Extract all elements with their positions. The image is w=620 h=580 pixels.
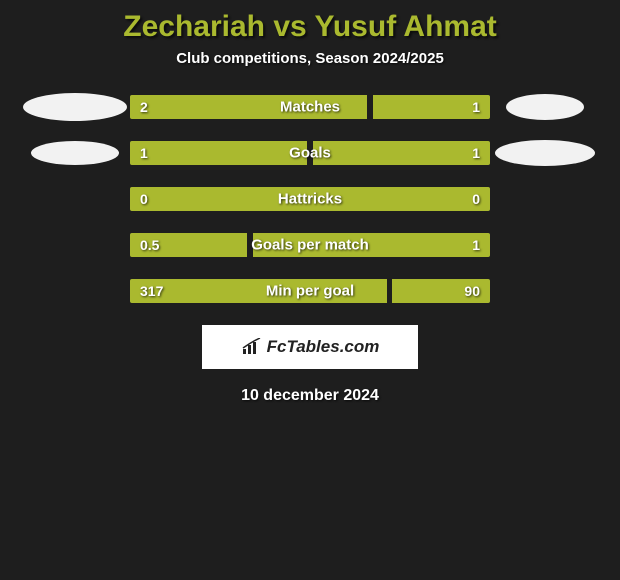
right-value: 0 — [472, 191, 480, 207]
date-text: 10 december 2024 — [0, 387, 620, 405]
right-value: 1 — [472, 99, 480, 115]
player1-name: Zechariah — [123, 10, 265, 43]
stat-bar: Goals 1 1 — [130, 141, 490, 165]
left-value: 317 — [140, 283, 163, 299]
left-value: 0 — [140, 191, 148, 207]
logo-box: FcTables.com — [202, 325, 418, 369]
stat-row: Min per goal 317 90 — [0, 279, 620, 303]
player1-oval — [23, 93, 127, 121]
stat-bar: Goals per match 0.5 1 — [130, 233, 490, 257]
stat-bar: Matches 2 1 — [130, 95, 490, 119]
stat-bar: Hattricks 0 0 — [130, 187, 490, 211]
right-side — [490, 94, 600, 120]
comparison-title: Zechariah vs Yusuf Ahmat — [0, 0, 620, 50]
stat-label: Hattricks — [278, 191, 342, 208]
chart-icon — [241, 338, 263, 356]
stat-row: Goals 1 1 — [0, 141, 620, 165]
right-value: 1 — [472, 237, 480, 253]
left-side — [20, 141, 130, 165]
player2-oval — [495, 140, 595, 166]
stat-row: Matches 2 1 — [0, 95, 620, 119]
left-value: 2 — [140, 99, 148, 115]
right-value: 1 — [472, 145, 480, 161]
logo-text: FcTables.com — [267, 337, 380, 357]
player1-oval — [31, 141, 119, 165]
bar-right — [313, 141, 490, 165]
subtitle: Club competitions, Season 2024/2025 — [0, 50, 620, 95]
bar-left — [130, 141, 307, 165]
stat-row: Hattricks 0 0 — [0, 187, 620, 211]
stats-container: Matches 2 1 Goals 1 1 Hattricks 0 0 Goals per mat… — [0, 95, 620, 303]
left-side — [20, 93, 130, 121]
stat-label: Goals per match — [251, 237, 369, 254]
player2-oval — [506, 94, 584, 120]
stat-label: Min per goal — [266, 283, 354, 300]
player2-name: Yusuf Ahmat — [315, 10, 497, 43]
right-value: 90 — [464, 283, 480, 299]
left-value: 1 — [140, 145, 148, 161]
stat-label: Goals — [289, 145, 331, 162]
stat-bar: Min per goal 317 90 — [130, 279, 490, 303]
vs-text: vs — [273, 10, 306, 43]
stat-row: Goals per match 0.5 1 — [0, 233, 620, 257]
left-value: 0.5 — [140, 237, 159, 253]
right-side — [490, 140, 600, 166]
stat-label: Matches — [280, 99, 340, 116]
